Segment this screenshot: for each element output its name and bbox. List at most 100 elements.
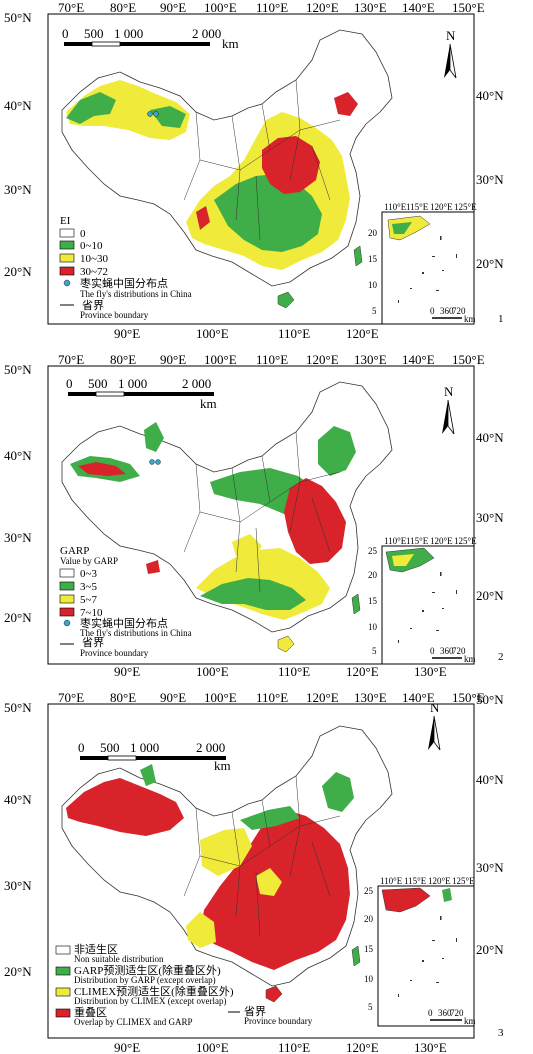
- map-1-bottom-lon-90: 90°E: [114, 326, 140, 338]
- inset-1-lat-20: 20: [368, 228, 378, 238]
- taiwan-1: [353, 245, 363, 267]
- map-2-scale-unit: km: [200, 396, 217, 411]
- map-2-right-lat-20: 20°N: [476, 588, 504, 603]
- map-panel-2: 0 360 720 km 110°E 115°E 120°E 125°E 25 …: [0, 352, 533, 676]
- garp-green-altai: [144, 422, 164, 452]
- map-3-bottom-lon-90: 90°E: [114, 1040, 140, 1054]
- map-2-top-lon-130: 130°E: [354, 352, 387, 367]
- overlap-red-nw: [66, 778, 184, 836]
- ei-green-zone-west: [66, 92, 116, 124]
- inset-1-scale-0: 0: [430, 306, 435, 316]
- map-2-legend-swatch-0: [59, 568, 75, 578]
- map-2-scale-2000: 2 000: [182, 376, 211, 391]
- map-1-bottom-lon-110: 110°E: [278, 326, 310, 338]
- province-boundaries-2: [183, 431, 341, 593]
- inset-3-green: [442, 888, 452, 902]
- map-2-legend-swatch-2: [59, 594, 75, 604]
- inset-1-lon-125: 125°E: [454, 202, 477, 212]
- inset-2-lat-25: 25: [368, 546, 378, 556]
- map-1-top-lon-90: 90°E: [160, 0, 186, 15]
- map-1-legend-point-cn: 枣实蝇中国分布点: [80, 276, 168, 290]
- map-2-legend-point-cn: 枣实蝇中国分布点: [80, 616, 168, 630]
- map-2-scale-1000: 1 000: [118, 376, 147, 391]
- map-1-legend-title: EI: [60, 215, 71, 227]
- map-2-top-lon-90: 90°E: [160, 352, 186, 367]
- inset-2-lon-125: 125°E: [454, 536, 477, 546]
- map-1-top-lon-100: 100°E: [204, 0, 237, 15]
- map-1-right-lat-30: 30°N: [476, 172, 504, 187]
- map-3-legend-cn-0: 非适生区: [74, 942, 118, 956]
- inset-1-lat-10: 10: [368, 280, 378, 290]
- inset-1-lat-15: 15: [368, 254, 378, 264]
- map-1-scale-500: 500: [84, 26, 104, 41]
- map-3-bottom-lon-130: 130°E: [414, 1040, 447, 1054]
- map-3-legend-boundary-cn: 省界: [244, 1005, 266, 1018]
- map-1-scale-0: 0: [62, 26, 69, 41]
- map-2-top-lon-80: 80°E: [110, 352, 136, 367]
- inset-3-scale-720: 720: [450, 1008, 464, 1018]
- map-1-legend-swatch-3: [59, 266, 75, 276]
- map-3-right-lat-40: 40°N: [476, 772, 504, 787]
- inset-2-scale-720: 720: [452, 646, 466, 656]
- garp-green-north-strip: [240, 806, 300, 830]
- inset-1-lat-5: 5: [372, 306, 377, 316]
- map-2-top-lon-150: 150°E: [452, 352, 485, 367]
- map-1-top-lon-80: 80°E: [110, 0, 136, 15]
- map-2-top-lon-120: 120°E: [306, 352, 339, 367]
- map-1-legend-swatch-2: [59, 253, 75, 263]
- hainan-2: [277, 635, 295, 653]
- map-3-right-lat-30: 30°N: [476, 860, 504, 875]
- garp-red-nw: [78, 462, 126, 476]
- inset-2-scale-360: 360: [440, 646, 454, 656]
- climex-yellow-north: [200, 828, 252, 876]
- inset-1-scale-360: 360: [440, 306, 454, 316]
- map-3-top-lon-120: 120°E: [306, 690, 339, 705]
- map-1-north-label: N: [446, 28, 456, 43]
- map-3-number: 3: [498, 1027, 504, 1039]
- inset-1-islands: [398, 236, 457, 303]
- map-3-scale-2000: 2 000: [196, 740, 225, 755]
- province-boundaries-3: [183, 775, 341, 937]
- map-1-right-lat-40: 40°N: [476, 88, 504, 103]
- inset-3-coast: [381, 887, 431, 913]
- map-2-legend-swatch-3: [59, 607, 75, 617]
- map-3-legend-boundary-en: Province boundary: [244, 1016, 313, 1026]
- map-2-top-lon-110: 110°E: [256, 352, 288, 367]
- map-1-top-lon-70: 70°E: [58, 0, 84, 15]
- map-3-left-lat-40: 40°N: [4, 792, 32, 807]
- map-2-left-lat-30: 30°N: [4, 530, 32, 545]
- climex-yellow-sw: [186, 912, 216, 948]
- inset-3-lat-15: 15: [364, 944, 374, 954]
- map-2-legend-swatch-1: [59, 581, 75, 591]
- inset-3-lon-120: 120°E: [428, 876, 451, 886]
- map-3-top-lon-90: 90°E: [160, 690, 186, 705]
- map-3-legend-swatch-1: [55, 966, 71, 976]
- map-3-top-lon-100: 100°E: [204, 690, 237, 705]
- map-3-top-lon-70: 70°E: [58, 690, 84, 705]
- ei-green-zone-tarim: [150, 106, 186, 128]
- map-1-scale-bar: [64, 41, 210, 47]
- map-1-left-lat-40: 40°N: [4, 98, 32, 113]
- map-panel-1: 0 360 720 km 110°E 115°E 120°E 125°E 20 …: [0, 0, 533, 338]
- map-2-legend-point-en: The fly's distributions in China: [80, 628, 192, 638]
- map-2-north-label: N: [444, 384, 454, 399]
- map-2-left-lat-50: 50°N: [4, 362, 32, 377]
- map-1-legend-label-1: 0~10: [80, 240, 103, 252]
- map-1-scale-unit: km: [222, 36, 239, 51]
- map-2-top-lon-140: 140°E: [402, 352, 435, 367]
- ei-red-zone-nw: [334, 92, 358, 116]
- inset-1-lon-120: 120°E: [430, 202, 453, 212]
- map-2-right-lat-30: 30°N: [476, 510, 504, 525]
- garp-yellow-sichuan: [232, 534, 262, 558]
- map-3-legend-en-3: Overlap by CLIMEX and GARP: [74, 1017, 193, 1027]
- map-1-scale-2000: 2 000: [192, 26, 221, 41]
- inset-3-scale-unit: km: [464, 1016, 476, 1026]
- map-2-legend-label-3: 7~10: [80, 607, 103, 619]
- map-1-legend-boundary-en: Province boundary: [80, 310, 149, 320]
- map-3-north-arrow-icon: [428, 715, 441, 751]
- map-3-left-lat-20: 20°N: [4, 964, 32, 979]
- map-2-scale-0: 0: [66, 376, 73, 391]
- inset-3-frame: [377, 885, 475, 1027]
- inset-1-green: [392, 222, 412, 234]
- map-3-legend-en-0: Non suitable distribution: [74, 954, 164, 964]
